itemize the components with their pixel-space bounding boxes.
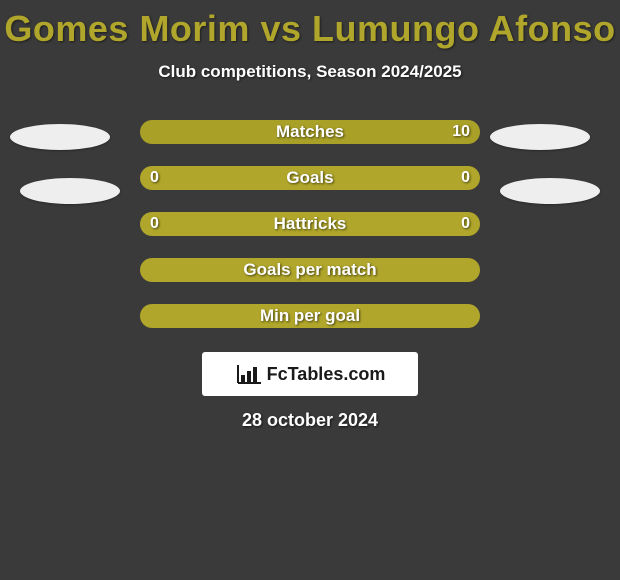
stat-value-right: 0 (461, 212, 470, 236)
avatar-ellipse (500, 178, 600, 204)
stat-label: Goals per match (140, 258, 480, 282)
subtitle: Club competitions, Season 2024/2025 (0, 62, 620, 82)
stat-value-right: 0 (461, 166, 470, 190)
stat-label: Goals (140, 166, 480, 190)
stat-value-left: 0 (150, 166, 159, 190)
logo-text: FcTables.com (267, 364, 386, 385)
bar-chart-icon (235, 363, 263, 385)
stat-label: Min per goal (140, 304, 480, 328)
stat-value-left: 0 (150, 212, 159, 236)
stat-label: Matches (140, 120, 480, 144)
stat-label: Hattricks (140, 212, 480, 236)
stat-row: Min per goal (0, 304, 620, 350)
stat-row: Goals per match (0, 258, 620, 304)
date-text: 28 october 2024 (0, 410, 620, 431)
avatar-ellipse (20, 178, 120, 204)
stat-row: Hattricks0 0 (0, 212, 620, 258)
logo-box: FcTables.com (202, 352, 418, 396)
stat-value-right: 10 (452, 120, 470, 144)
avatar-ellipse (490, 124, 590, 150)
logo-inner: FcTables.com (235, 363, 386, 385)
avatar-ellipse (10, 124, 110, 150)
page-title: Gomes Morim vs Lumungo Afonso (0, 0, 620, 50)
stats-rows: Matches10Goals00Hattricks00Goals per mat… (0, 120, 620, 350)
